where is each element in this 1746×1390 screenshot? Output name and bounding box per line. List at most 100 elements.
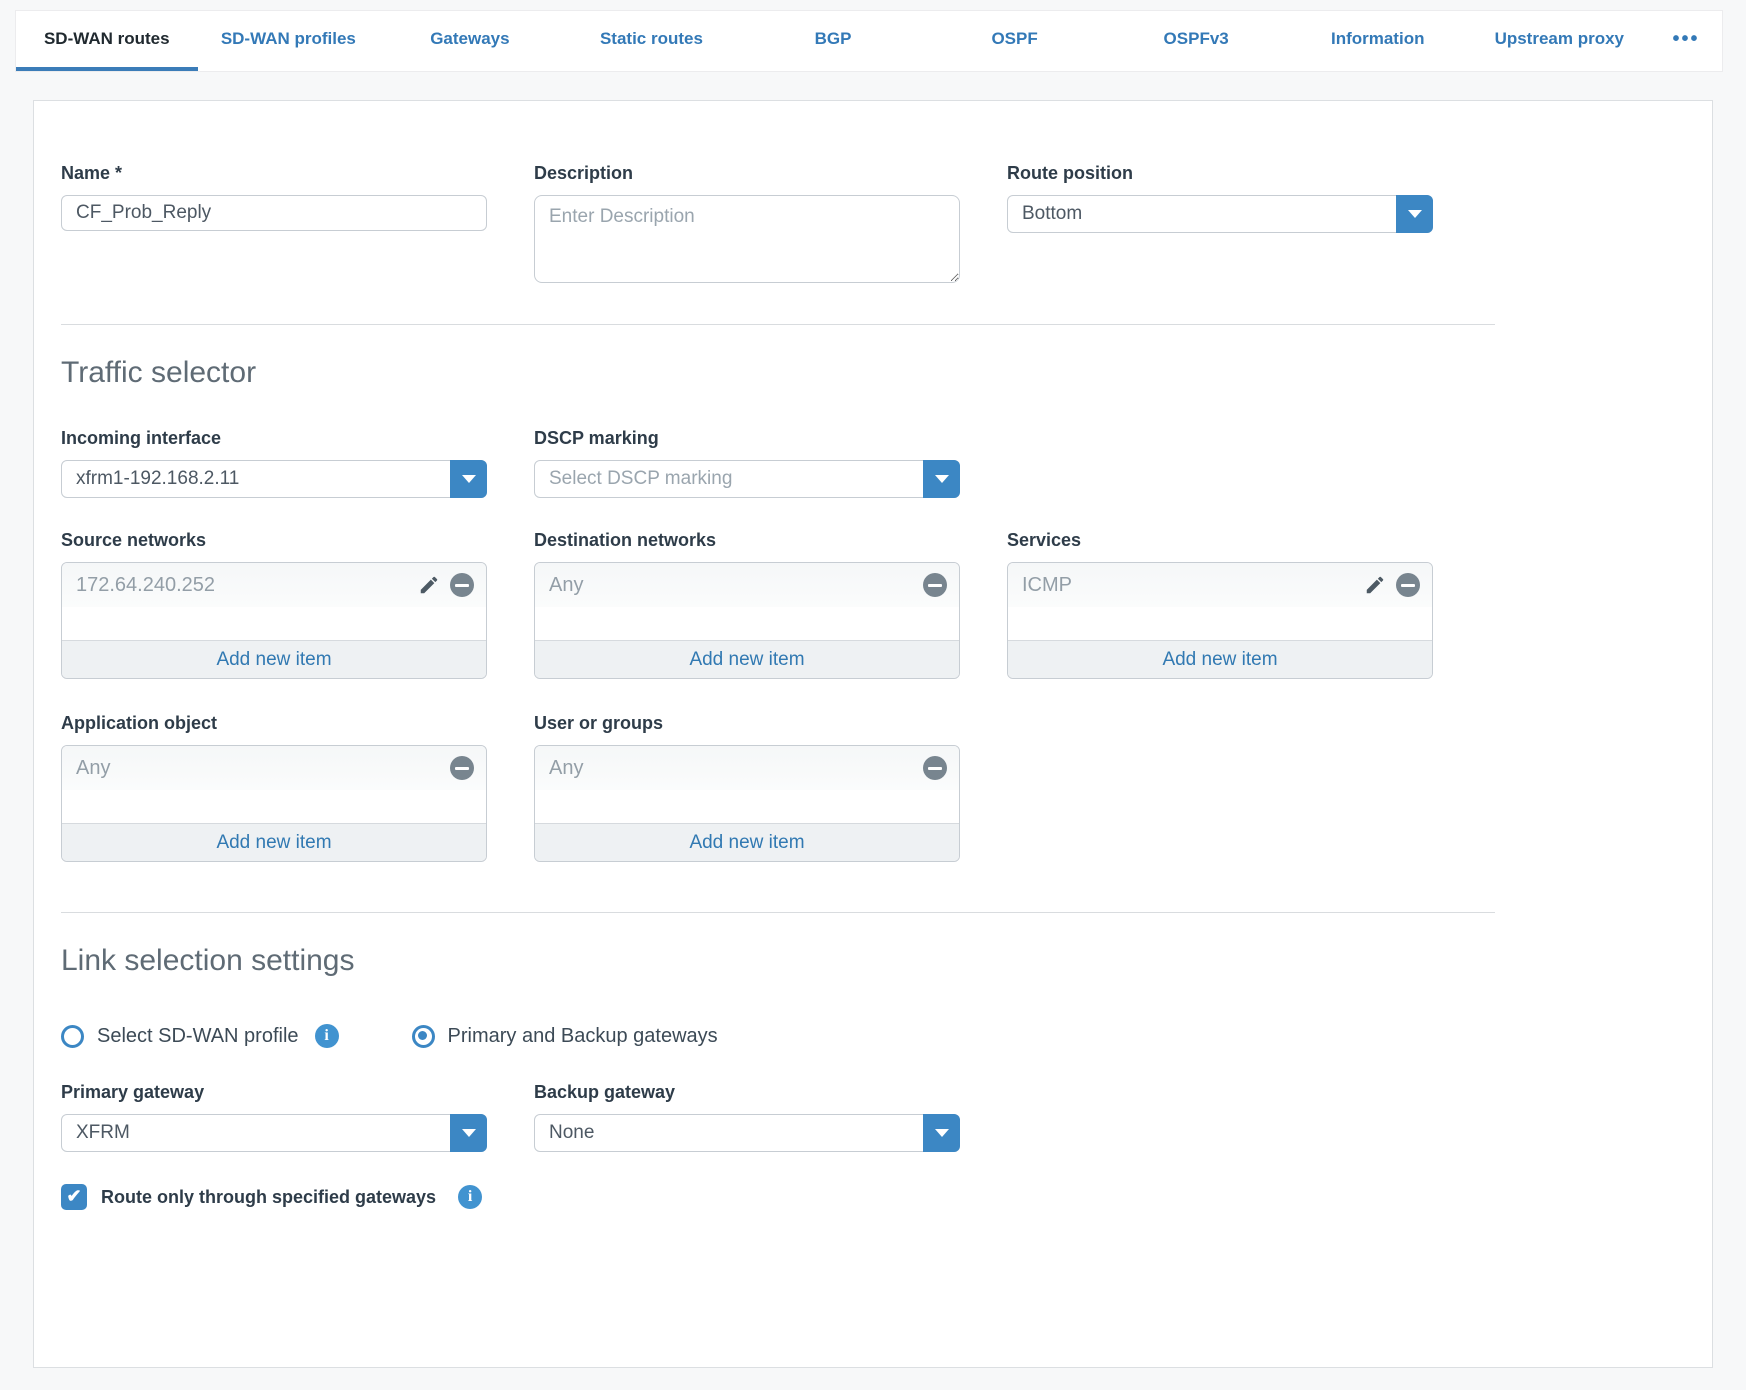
primary-gateway-value: XFRM bbox=[76, 1122, 130, 1143]
remove-icon[interactable] bbox=[923, 756, 947, 780]
application-object-add-button[interactable]: Add new item bbox=[62, 823, 486, 861]
services-group: Services ICMP Add new item bbox=[1007, 530, 1433, 679]
tab-sdwan-routes[interactable]: SD-WAN routes bbox=[16, 11, 198, 71]
backup-gateway-label: Backup gateway bbox=[534, 1082, 676, 1102]
tab-label: Static routes bbox=[599, 29, 703, 48]
tab-label: SD-WAN routes bbox=[43, 29, 170, 48]
user-or-groups-group: User or groups Any Add new item bbox=[534, 713, 960, 862]
tab-label: OSPF bbox=[991, 29, 1038, 48]
sdwan-route-editor-page: SD-WAN routes SD-WAN profiles Gateways S… bbox=[0, 10, 1746, 1390]
application-object-listbox: Any Add new item bbox=[61, 745, 487, 862]
tab-sdwan-profiles[interactable]: SD-WAN profiles bbox=[198, 11, 380, 71]
divider bbox=[61, 912, 1495, 913]
source-networks-add-button[interactable]: Add new item bbox=[62, 640, 486, 678]
source-networks-group: Source networks 172.64.240.252 Add new i… bbox=[61, 530, 487, 679]
services-listbox: ICMP Add new item bbox=[1007, 562, 1433, 679]
radio-label: Primary and Backup gateways bbox=[447, 1024, 718, 1047]
name-label: Name * bbox=[61, 163, 123, 183]
description-label: Description bbox=[534, 163, 634, 183]
user-or-groups-add-button[interactable]: Add new item bbox=[535, 823, 959, 861]
remove-icon[interactable] bbox=[923, 573, 947, 597]
list-item-text: Any bbox=[549, 573, 584, 596]
destination-networks-listbox: Any Add new item bbox=[534, 562, 960, 679]
link-selection-heading: Link selection settings bbox=[61, 944, 355, 977]
route-only-row: ✔ Route only through specified gateways … bbox=[61, 1184, 1495, 1210]
remove-icon[interactable] bbox=[1396, 573, 1420, 597]
tab-ospf[interactable]: OSPF bbox=[924, 11, 1106, 71]
checkmark-icon: ✔ bbox=[66, 1186, 82, 1206]
list-filler bbox=[1008, 607, 1432, 640]
incoming-interface-label: Incoming interface bbox=[61, 428, 222, 448]
route-only-checkbox[interactable]: ✔ bbox=[61, 1184, 87, 1210]
radio-selected-icon[interactable] bbox=[411, 1024, 435, 1048]
application-object-group: Application object Any Add new item bbox=[61, 713, 487, 862]
edit-icon[interactable] bbox=[1363, 573, 1387, 597]
destination-networks-add-button[interactable]: Add new item bbox=[535, 640, 959, 678]
list-item-text: ICMP bbox=[1022, 573, 1072, 596]
source-networks-listbox: 172.64.240.252 Add new item bbox=[61, 562, 487, 679]
edit-icon[interactable] bbox=[417, 573, 441, 597]
backup-gateway-select[interactable]: None bbox=[534, 1114, 960, 1152]
info-icon[interactable]: i bbox=[314, 1024, 339, 1048]
name-input[interactable] bbox=[61, 195, 487, 231]
tab-label: BGP bbox=[814, 29, 852, 48]
services-label: Services bbox=[1007, 530, 1082, 550]
backup-gateway-value: None bbox=[549, 1122, 595, 1143]
route-position-label: Route position bbox=[1007, 163, 1133, 183]
chevron-down-icon[interactable] bbox=[923, 460, 960, 498]
info-icon[interactable]: i bbox=[458, 1185, 483, 1209]
list-item: Any bbox=[62, 746, 486, 790]
chevron-down-icon[interactable] bbox=[450, 460, 487, 498]
general-fields-row: Name * Description Route position Bottom bbox=[61, 163, 1495, 288]
list-item: Any bbox=[535, 746, 959, 790]
chevron-down-icon[interactable] bbox=[450, 1114, 487, 1152]
add-new-item-label: Add new item bbox=[216, 831, 332, 853]
primary-gateway-group: Primary gateway XFRM bbox=[61, 1082, 487, 1152]
route-only-label: Route only through specified gateways bbox=[101, 1186, 437, 1207]
radio-select-sdwan-profile[interactable]: Select SD-WAN profile i bbox=[61, 1024, 339, 1048]
list-item: ICMP bbox=[1008, 563, 1432, 607]
chevron-down-icon[interactable] bbox=[923, 1114, 960, 1152]
route-position-field-group: Route position Bottom bbox=[1007, 163, 1433, 233]
remove-icon[interactable] bbox=[450, 756, 474, 780]
add-new-item-label: Add new item bbox=[689, 648, 805, 670]
services-add-button[interactable]: Add new item bbox=[1008, 640, 1432, 678]
destination-networks-label: Destination networks bbox=[534, 530, 717, 550]
link-selection-radio-row: Select SD-WAN profile i Primary and Back… bbox=[61, 1024, 1495, 1048]
tab-gateways[interactable]: Gateways bbox=[379, 11, 561, 71]
radio-primary-backup-gateways[interactable]: Primary and Backup gateways bbox=[411, 1024, 718, 1048]
tab-bgp[interactable]: BGP bbox=[742, 11, 924, 71]
route-position-value: Bottom bbox=[1022, 203, 1083, 224]
list-item-text: 172.64.240.252 bbox=[76, 573, 216, 596]
user-or-groups-label: User or groups bbox=[534, 713, 664, 733]
list-item-text: Any bbox=[76, 756, 111, 779]
tab-label: Gateways bbox=[430, 29, 510, 48]
tab-information[interactable]: Information bbox=[1287, 11, 1469, 71]
interface-dscp-row: Incoming interface xfrm1-192.168.2.11 DS… bbox=[61, 428, 1495, 498]
remove-icon[interactable] bbox=[450, 573, 474, 597]
dscp-marking-select[interactable]: Select DSCP marking bbox=[534, 460, 960, 498]
form-card: Name * Description Route position Bottom bbox=[33, 100, 1713, 1368]
incoming-interface-select[interactable]: xfrm1-192.168.2.11 bbox=[61, 460, 487, 498]
chevron-down-icon[interactable] bbox=[1396, 195, 1433, 233]
divider bbox=[61, 324, 1495, 325]
radio-unselected-icon[interactable] bbox=[61, 1024, 84, 1048]
radio-label: Select SD-WAN profile bbox=[97, 1024, 299, 1047]
app-users-row: Application object Any Add new item bbox=[61, 713, 1495, 862]
route-position-select[interactable]: Bottom bbox=[1007, 195, 1433, 233]
tab-label: SD-WAN profiles bbox=[220, 29, 356, 48]
destination-networks-group: Destination networks Any Add new item bbox=[534, 530, 960, 679]
dscp-marking-group: DSCP marking Select DSCP marking bbox=[534, 428, 960, 498]
tab-ospfv3[interactable]: OSPFv3 bbox=[1105, 11, 1287, 71]
primary-gateway-select[interactable]: XFRM bbox=[61, 1114, 487, 1152]
backup-gateway-group: Backup gateway None bbox=[534, 1082, 960, 1152]
description-textarea[interactable] bbox=[534, 195, 960, 283]
list-filler bbox=[62, 790, 486, 823]
name-field-group: Name * bbox=[61, 163, 487, 231]
add-new-item-label: Add new item bbox=[1162, 648, 1278, 670]
tab-label: OSPFv3 bbox=[1163, 29, 1229, 48]
list-item: Any bbox=[535, 563, 959, 607]
tab-static-routes[interactable]: Static routes bbox=[561, 11, 743, 71]
tab-upstream-proxy[interactable]: Upstream proxy bbox=[1469, 11, 1651, 71]
tab-more-ellipsis-icon[interactable]: ••• bbox=[1650, 11, 1722, 71]
